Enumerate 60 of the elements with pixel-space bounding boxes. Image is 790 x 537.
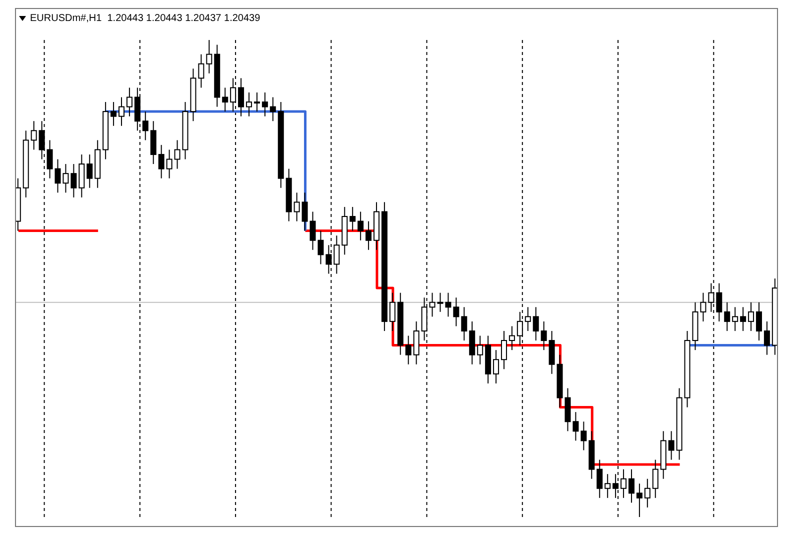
candlestick xyxy=(532,306,539,342)
candlestick xyxy=(644,478,650,508)
candlestick xyxy=(30,120,37,150)
candlestick xyxy=(78,154,85,198)
candlestick xyxy=(150,120,156,165)
candlestick xyxy=(70,164,77,198)
candlestick xyxy=(350,206,356,232)
candlestick xyxy=(366,220,372,250)
candlestick xyxy=(596,459,603,498)
candlestick xyxy=(524,306,531,332)
candlestick xyxy=(764,320,770,356)
candlestick xyxy=(540,320,547,351)
candlestick xyxy=(548,330,555,374)
candlestick xyxy=(628,468,634,504)
candlestick xyxy=(246,92,252,117)
candlestick xyxy=(740,306,746,332)
candlestick xyxy=(469,320,476,365)
candlestick xyxy=(493,350,500,384)
candlestick xyxy=(206,40,212,74)
candlestick xyxy=(453,297,460,327)
candlestick xyxy=(620,468,627,498)
candlestick xyxy=(580,421,587,451)
candlestick xyxy=(668,430,674,460)
candlestick xyxy=(652,459,658,498)
candlestick xyxy=(270,96,276,122)
candlestick xyxy=(142,111,148,141)
candlestick xyxy=(748,302,754,332)
candlestick xyxy=(262,92,268,117)
candlestick xyxy=(500,330,507,370)
candlestick xyxy=(461,306,468,342)
candlestick xyxy=(445,292,452,318)
candlestick xyxy=(198,54,204,88)
candlestick xyxy=(756,302,762,342)
candlestick xyxy=(572,412,579,442)
candlestick xyxy=(110,102,117,126)
candlestick xyxy=(413,320,420,365)
candlestick xyxy=(334,235,340,274)
candlestick xyxy=(222,87,228,112)
candlestick xyxy=(238,78,244,117)
candlestick xyxy=(724,302,730,332)
candlestick xyxy=(508,326,515,351)
candlestick xyxy=(158,144,164,179)
candlestick xyxy=(318,230,324,265)
candlestick xyxy=(716,282,722,322)
candlestick xyxy=(636,483,642,517)
candlestick xyxy=(86,154,93,188)
candlestick xyxy=(405,335,412,365)
candlestick xyxy=(254,92,260,112)
candlestick xyxy=(294,192,300,222)
candlestick xyxy=(477,335,484,365)
chart-title: EURUSDm#,H1 1.20443 1.20443 1.20437 1.20439 xyxy=(30,13,260,24)
candlestick xyxy=(389,292,396,332)
candlestick xyxy=(700,292,706,322)
candlestick xyxy=(166,149,172,179)
candlestick xyxy=(358,211,364,241)
candlestick xyxy=(62,164,69,194)
candlestick xyxy=(604,474,611,498)
candlestick xyxy=(732,306,738,332)
candlestick xyxy=(126,87,132,117)
candlestick xyxy=(118,96,124,126)
